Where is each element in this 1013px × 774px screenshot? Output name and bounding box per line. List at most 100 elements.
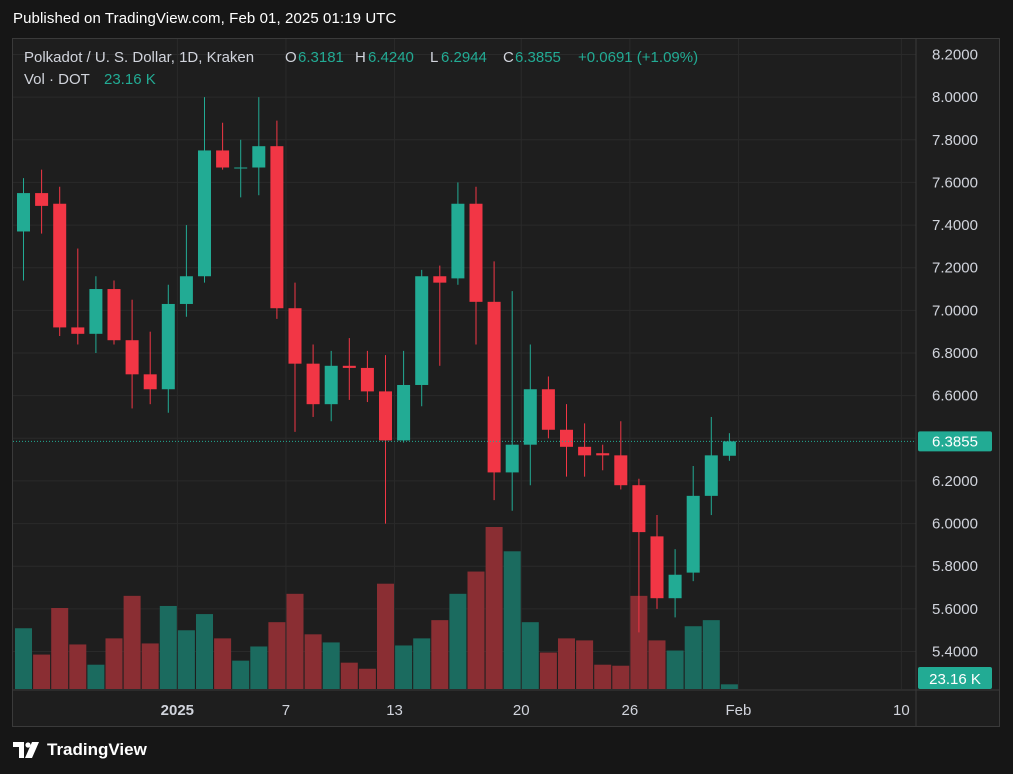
time-tick-label: Feb [726,702,752,719]
last-price-badge: 6.3855 [918,431,992,452]
candle-body [523,389,537,445]
price-tick-label: 7.4000 [932,217,978,234]
candle-body [433,276,447,283]
candle[interactable] [632,478,646,633]
volume-bar [232,660,250,689]
volume-bar [123,595,141,689]
candle[interactable] [35,169,49,234]
candle[interactable] [487,261,501,501]
candle[interactable] [451,182,465,285]
legend-open-value: 6.3181 [298,49,344,66]
candle[interactable] [379,355,392,524]
price-tick-label: 6.8000 [932,345,978,362]
candle[interactable] [397,350,411,443]
candle[interactable] [722,433,736,461]
volume-bar [702,620,720,689]
candle[interactable] [306,344,320,417]
volume-bar [630,595,648,689]
candle-body [722,441,736,456]
time-tick-label: 26 [622,702,639,719]
candle-body [578,446,592,456]
time-axis: 2025 7 13 20 26 Feb 10 [161,702,910,719]
price-tick-label: 8.2000 [932,47,978,64]
candle[interactable] [270,120,284,319]
candle[interactable] [505,291,519,511]
candlestick-chart[interactable]: 8.2000 8.0000 7.8000 7.6000 7.4000 7.2000 7.00… [13,39,999,726]
volume-bar [503,551,521,689]
candle[interactable] [17,178,30,281]
candle-body [53,203,67,328]
candle-body [234,167,248,169]
price-tick-label: 7.8000 [932,132,978,149]
candle[interactable] [469,186,483,345]
candle[interactable] [415,269,429,407]
candle[interactable] [179,225,193,317]
candle-body [541,389,555,430]
candle[interactable] [107,280,121,345]
candle[interactable] [433,265,447,366]
candle[interactable] [288,282,302,432]
legend-high-value: 6.4240 [368,49,414,66]
candle[interactable] [252,97,266,196]
tradingview-brand[interactable]: TradingView [13,740,147,760]
volume-legend-label: Vol · DOT [24,71,90,88]
candle[interactable] [668,549,682,618]
candle-body [71,327,85,334]
volume-bar [539,652,557,689]
candle-body [379,391,392,441]
volume-bar [431,620,449,689]
candle[interactable] [234,139,248,198]
candle[interactable] [342,338,356,400]
candle[interactable] [523,344,537,486]
price-tick-label: 7.2000 [932,260,978,277]
legend-open-label: O [285,49,297,66]
candle-body [198,150,211,277]
price-tick-label: 7.6000 [932,174,978,191]
candle[interactable] [324,350,338,422]
candle[interactable] [198,97,211,283]
volume-bar [87,664,105,689]
candle-body [505,444,519,473]
volume-bar [15,628,32,689]
candles [17,97,736,633]
volume-bar [558,638,575,689]
candle[interactable] [686,466,700,582]
candle[interactable] [704,416,718,516]
candle[interactable] [578,423,592,477]
candle[interactable] [360,350,374,403]
volume-bar [413,638,431,689]
volume-bar [612,665,630,689]
candle-body [288,308,302,364]
candle-body [125,340,139,375]
candle[interactable] [614,421,628,490]
candle-body [324,365,338,405]
candle-body [469,203,483,302]
candle[interactable] [71,248,85,345]
candle[interactable] [216,122,230,170]
price-tick-label: 5.8000 [932,558,978,575]
volume-bar [521,622,539,689]
chart-frame[interactable]: 8.2000 8.0000 7.8000 7.6000 7.4000 7.2000 7.00… [12,38,1000,727]
candle[interactable] [161,284,175,413]
candle-body [560,429,573,447]
candle[interactable] [650,515,664,609]
chart-legend: Polkadot / U. S. Dollar, 1D, Kraken O 6.… [24,49,698,88]
volume-bar [177,630,195,689]
candle-body [487,301,501,473]
volume-bar [286,593,304,689]
tradingview-logo-icon [13,742,39,758]
volume-bar [214,638,232,689]
candle[interactable] [541,376,555,439]
candle[interactable] [125,299,139,409]
volume-bar [395,645,413,689]
time-tick-label: 13 [386,702,403,719]
candle-body [89,289,103,334]
candle-body [704,455,718,496]
candle[interactable] [596,444,610,471]
legend-change: +0.0691 (+1.09%) [578,49,698,66]
candle[interactable] [53,186,67,336]
candle-body [17,193,30,232]
candle[interactable] [560,404,573,477]
candle[interactable] [143,331,157,405]
candle[interactable] [89,276,103,354]
